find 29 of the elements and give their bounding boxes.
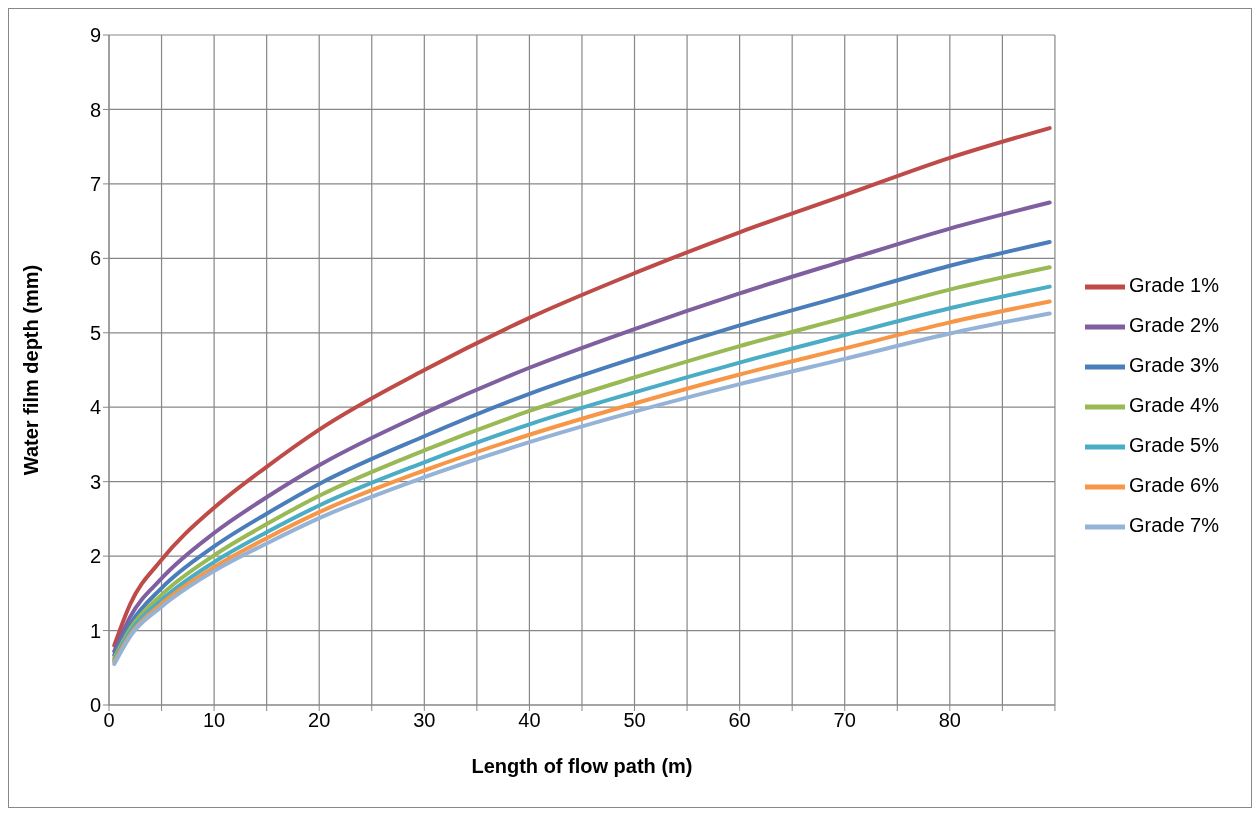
legend-label: Grade 4% [1128,394,1219,417]
x-tick-label: 30 [413,709,436,732]
legend-label: Grade 7% [1128,514,1219,537]
y-tick-label: 3 [89,470,101,493]
legend-label: Grade 2% [1128,314,1219,337]
legend-label: Grade 5% [1128,434,1219,457]
y-tick-label: 6 [89,247,101,270]
y-axis-title: Water film depth (mm) [20,264,43,476]
x-tick-label: 80 [938,709,961,732]
x-tick-label: 0 [103,709,115,732]
legend-label: Grade 1% [1128,274,1219,297]
y-tick-label: 5 [89,321,101,344]
y-tick-label: 1 [89,619,101,642]
x-tick-label: 70 [833,709,856,732]
x-axis-title: Length of flow path (m) [471,755,693,777]
line-series [112,126,1052,648]
x-tick-label: 20 [308,709,331,732]
y-tick-label: 7 [89,172,101,195]
legend-label: Grade 3% [1128,354,1219,377]
x-tick-label: 50 [623,709,646,732]
y-tick-label: 4 [89,396,101,419]
y-tick-label: 0 [89,694,101,717]
x-tick-label: 40 [518,709,541,732]
x-tick-label: 60 [728,709,751,732]
y-tick-label: 9 [89,24,101,47]
y-tick-label: 2 [89,545,101,568]
y-tick-label: 8 [89,98,101,121]
x-tick-label: 10 [202,709,226,732]
legend-label: Grade 6% [1128,474,1219,497]
